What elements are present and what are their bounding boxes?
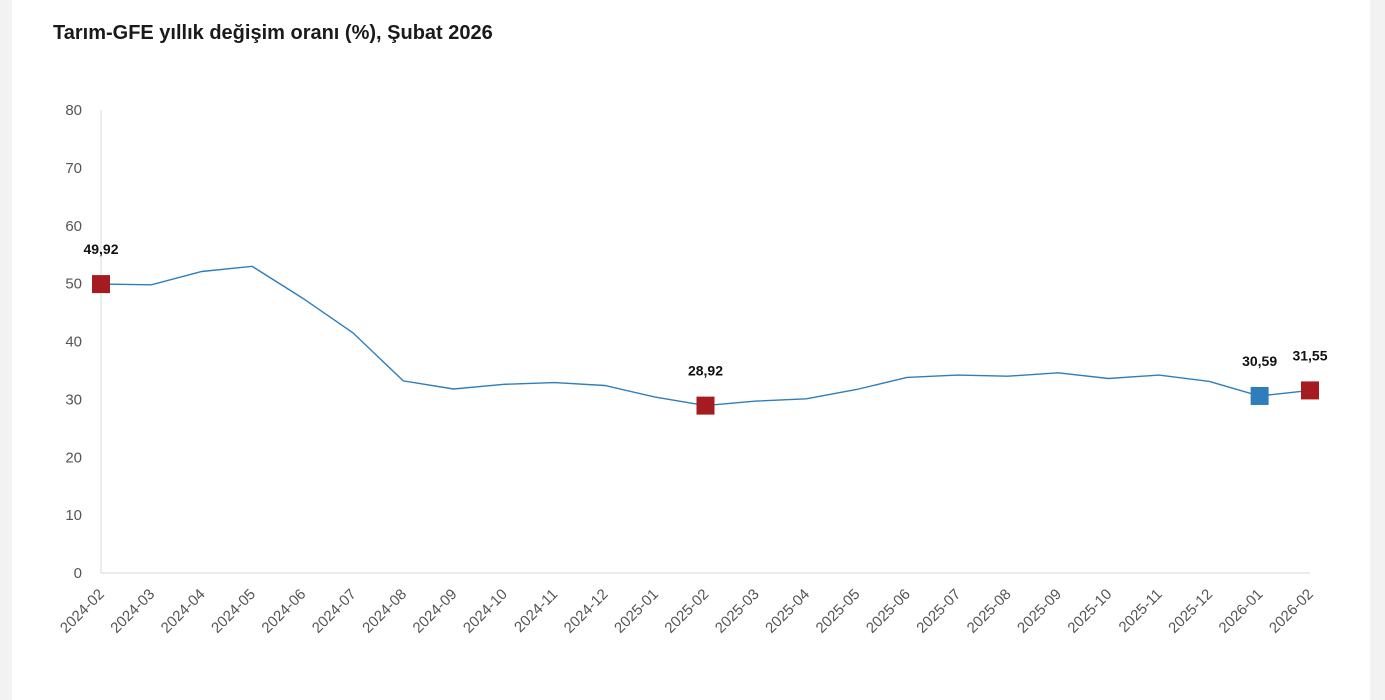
data-point-marker	[1250, 386, 1269, 405]
x-tick-label: 2024-05	[208, 586, 259, 637]
x-tick-label: 2024-03	[107, 586, 158, 637]
data-label-group: 49,92 28,92 30,59 31,55	[83, 241, 1327, 379]
y-tick-label: 30	[65, 391, 82, 408]
x-tick-label: 2025-08	[964, 586, 1015, 637]
x-tick-label: 2025-07	[913, 586, 964, 637]
x-tick-label: 2025-11	[1116, 586, 1166, 636]
x-tick-label: 2024-12	[561, 586, 612, 637]
data-label: 28,92	[688, 363, 723, 379]
x-axis: 2024-02 2024-03 2024-04 2024-05 2024-06 2024-…	[57, 572, 1317, 637]
y-axis: 0 10 20 30 40 50 60 70 80	[65, 102, 102, 582]
x-tick-label: 2025-03	[712, 586, 763, 637]
data-point-marker	[92, 275, 110, 294]
x-tick-label: 2026-02	[1266, 586, 1317, 637]
x-tick-label: 2025-02	[661, 586, 712, 637]
x-tick-label: 2024-11	[511, 586, 561, 636]
y-tick-label: 40	[65, 334, 82, 351]
y-tick-label: 10	[65, 507, 82, 524]
y-tick-label: 80	[65, 102, 82, 119]
marker-group	[92, 275, 1319, 415]
x-tick-label: 2025-05	[812, 586, 863, 637]
data-label: 30,59	[1242, 353, 1277, 369]
y-tick-label: 70	[65, 160, 82, 177]
x-tick-label: 2025-09	[1014, 586, 1065, 637]
x-tick-label: 2025-10	[1064, 586, 1115, 637]
chart-card: Tarım-GFE yıllık değişim oranı (%), Şuba…	[12, 0, 1370, 700]
x-tick-label: 2024-09	[409, 586, 460, 637]
x-tick-label: 2026-01	[1215, 586, 1266, 637]
chart-title: Tarım-GFE yıllık değişim oranı (%), Şuba…	[53, 22, 493, 44]
data-point-marker	[1301, 381, 1319, 400]
y-tick-label: 0	[74, 565, 82, 582]
data-point-marker	[696, 396, 715, 415]
x-tick-label: 2025-06	[863, 586, 914, 637]
y-tick-label: 50	[65, 276, 82, 293]
x-tick-label: 2025-04	[762, 586, 813, 637]
x-tick-label: 2024-07	[309, 586, 360, 637]
data-label: 49,92	[83, 241, 118, 257]
x-tick-label: 2025-12	[1165, 586, 1216, 637]
x-tick-label: 2024-10	[460, 586, 511, 637]
y-tick-label: 60	[65, 218, 82, 235]
x-tick-label: 2025-01	[611, 586, 662, 637]
x-tick-label: 2024-06	[258, 586, 309, 637]
data-label: 31,55	[1292, 347, 1327, 363]
series-line	[100, 265, 1311, 407]
x-tick-label: 2024-02	[57, 586, 108, 637]
x-tick-label: 2024-08	[359, 586, 410, 637]
series-group	[100, 265, 1311, 407]
x-tick-label: 2024-04	[158, 586, 209, 637]
y-tick-label: 20	[65, 449, 82, 466]
